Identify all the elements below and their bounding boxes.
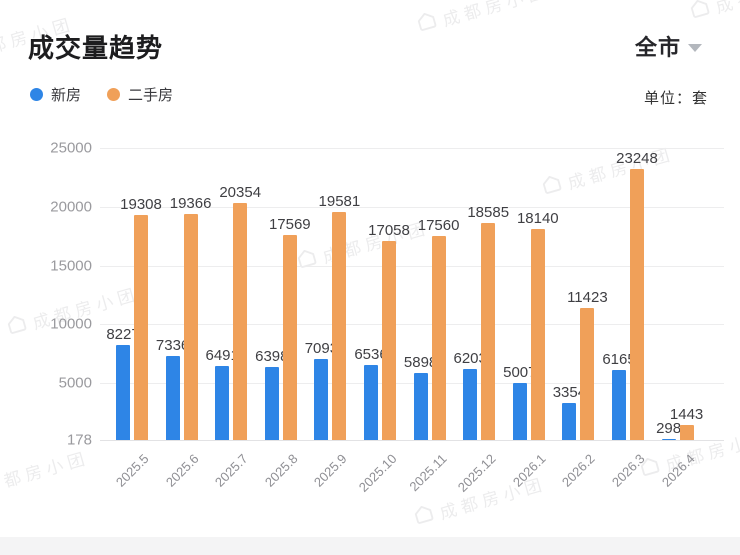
x-axis-tick-label: 2025.6: [162, 451, 202, 490]
value-label: 7336: [155, 336, 190, 354]
bar-new-homes[interactable]: [364, 365, 378, 440]
gridline: [100, 148, 724, 149]
region-selector-label: 全市: [634, 35, 681, 60]
x-axis-tick-label: 2025.9: [311, 451, 350, 490]
value-label: 17058: [368, 222, 410, 240]
value-label: 18140: [516, 209, 559, 227]
bar-secondhand-homes[interactable]: [481, 223, 496, 440]
value-label: 298: [656, 419, 682, 437]
y-axis-tick-label: 10000: [50, 315, 92, 333]
x-axis-tick-label: 2025.8: [261, 451, 301, 490]
value-label: 7093: [304, 339, 339, 357]
value-label: 23248: [616, 149, 658, 167]
bar-secondhand-homes[interactable]: [382, 241, 396, 440]
legend-item-new-homes[interactable]: 新房: [30, 84, 81, 105]
bar-secondhand-homes[interactable]: [580, 307, 595, 440]
gridline: [100, 383, 724, 385]
bar-new-homes[interactable]: [512, 383, 527, 440]
legend-label-new-homes: 新房: [51, 87, 82, 104]
value-label: 6203: [453, 350, 487, 368]
legend-item-secondhand-homes[interactable]: 二手房: [107, 84, 173, 105]
bar-secondhand-homes[interactable]: [134, 214, 148, 440]
value-label: 20354: [219, 183, 262, 201]
page-title: 成交量趋势: [28, 33, 164, 63]
x-axis-tick-label: 2025.5: [112, 451, 152, 490]
region-selector-dropdown[interactable]: 全市: [635, 30, 702, 62]
y-axis-tick-label: 25000: [50, 139, 92, 157]
value-label: 1443: [669, 406, 704, 424]
value-label: 18585: [467, 204, 510, 222]
value-label: 5007: [503, 364, 537, 382]
value-label: 19366: [169, 195, 212, 213]
bar-secondhand-homes[interactable]: [530, 228, 545, 440]
legend-label-secondhand-homes: 二手房: [128, 87, 174, 104]
value-label: 19308: [120, 195, 162, 213]
x-axis-tick-label: 2025.12: [454, 451, 499, 495]
bottom-strip: [0, 537, 740, 555]
bar-new-homes[interactable]: [264, 366, 279, 440]
y-axis-tick-label: 15000: [50, 257, 92, 275]
value-label: 6491: [205, 346, 239, 364]
bar-new-homes[interactable]: [562, 402, 577, 440]
bar-secondhand-homes[interactable]: [630, 168, 644, 440]
value-label: 17569: [268, 216, 311, 234]
x-axis-tick-label: 2025.11: [406, 451, 450, 495]
value-label: 19581: [318, 192, 361, 210]
gridline: [100, 440, 724, 441]
y-axis-tick-label: 5000: [58, 374, 92, 392]
bar-secondhand-homes[interactable]: [679, 425, 694, 440]
x-axis-tick-label: 2026.1: [509, 451, 549, 490]
value-label: 11423: [567, 288, 608, 306]
x-axis-tick-label: 2026.3: [608, 451, 648, 490]
value-label: 8227: [106, 326, 140, 344]
gridline: [100, 265, 724, 267]
legend-dot-new-homes: [30, 88, 43, 101]
bar-new-homes[interactable]: [215, 365, 230, 440]
x-axis-tick-label: 2026.2: [559, 451, 598, 490]
x-axis-tick-label: 2026.4: [658, 451, 698, 490]
value-label: 6536: [354, 346, 388, 364]
x-axis-tick-label: 2025.7: [212, 451, 251, 490]
x-axis-tick-label: 2025.10: [355, 451, 400, 495]
bar-new-homes[interactable]: [314, 358, 329, 440]
bar-secondhand-homes[interactable]: [233, 202, 248, 440]
bar-secondhand-homes[interactable]: [431, 235, 446, 440]
chart-legend: 新房 二手房: [30, 84, 173, 105]
bar-new-homes[interactable]: [463, 369, 478, 440]
bar-new-homes[interactable]: [116, 345, 130, 440]
bar-new-homes[interactable]: [165, 355, 180, 440]
chevron-down-icon: [688, 44, 702, 52]
gridline: [100, 324, 724, 326]
bar-new-homes[interactable]: [612, 369, 626, 440]
bar-new-homes[interactable]: [661, 438, 676, 441]
value-label: 6398: [255, 347, 289, 365]
value-label: 17560: [417, 216, 460, 234]
bar-secondhand-homes[interactable]: [282, 235, 297, 440]
bar-secondhand-homes[interactable]: [332, 211, 347, 440]
y-axis-tick-label: 20000: [50, 198, 92, 216]
y-axis-tick-label: 178: [66, 431, 92, 449]
legend-dot-secondhand-homes: [107, 88, 121, 101]
value-label: 3354: [552, 383, 587, 401]
bar-secondhand-homes[interactable]: [183, 214, 198, 440]
value-label: 6165: [602, 350, 636, 368]
bar-new-homes[interactable]: [413, 372, 428, 440]
value-label: 5898: [403, 353, 438, 371]
gridline: [100, 206, 724, 208]
unit-label: 单位：套: [643, 90, 708, 107]
